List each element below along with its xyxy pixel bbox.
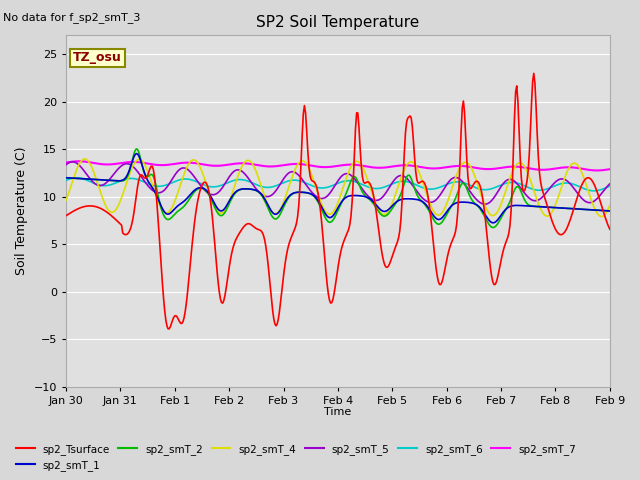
Legend: sp2_Tsurface, sp2_smT_1, sp2_smT_2, sp2_smT_4, sp2_smT_5, sp2_smT_6, sp2_smT_7: sp2_Tsurface, sp2_smT_1, sp2_smT_2, sp2_… [12,439,580,475]
Text: No data for f_sp2_smT_3: No data for f_sp2_smT_3 [3,12,141,23]
Title: SP2 Soil Temperature: SP2 Soil Temperature [256,15,420,30]
Text: TZ_osu: TZ_osu [73,51,122,64]
Y-axis label: Soil Temperature (C): Soil Temperature (C) [15,147,28,275]
X-axis label: Time: Time [324,407,351,417]
